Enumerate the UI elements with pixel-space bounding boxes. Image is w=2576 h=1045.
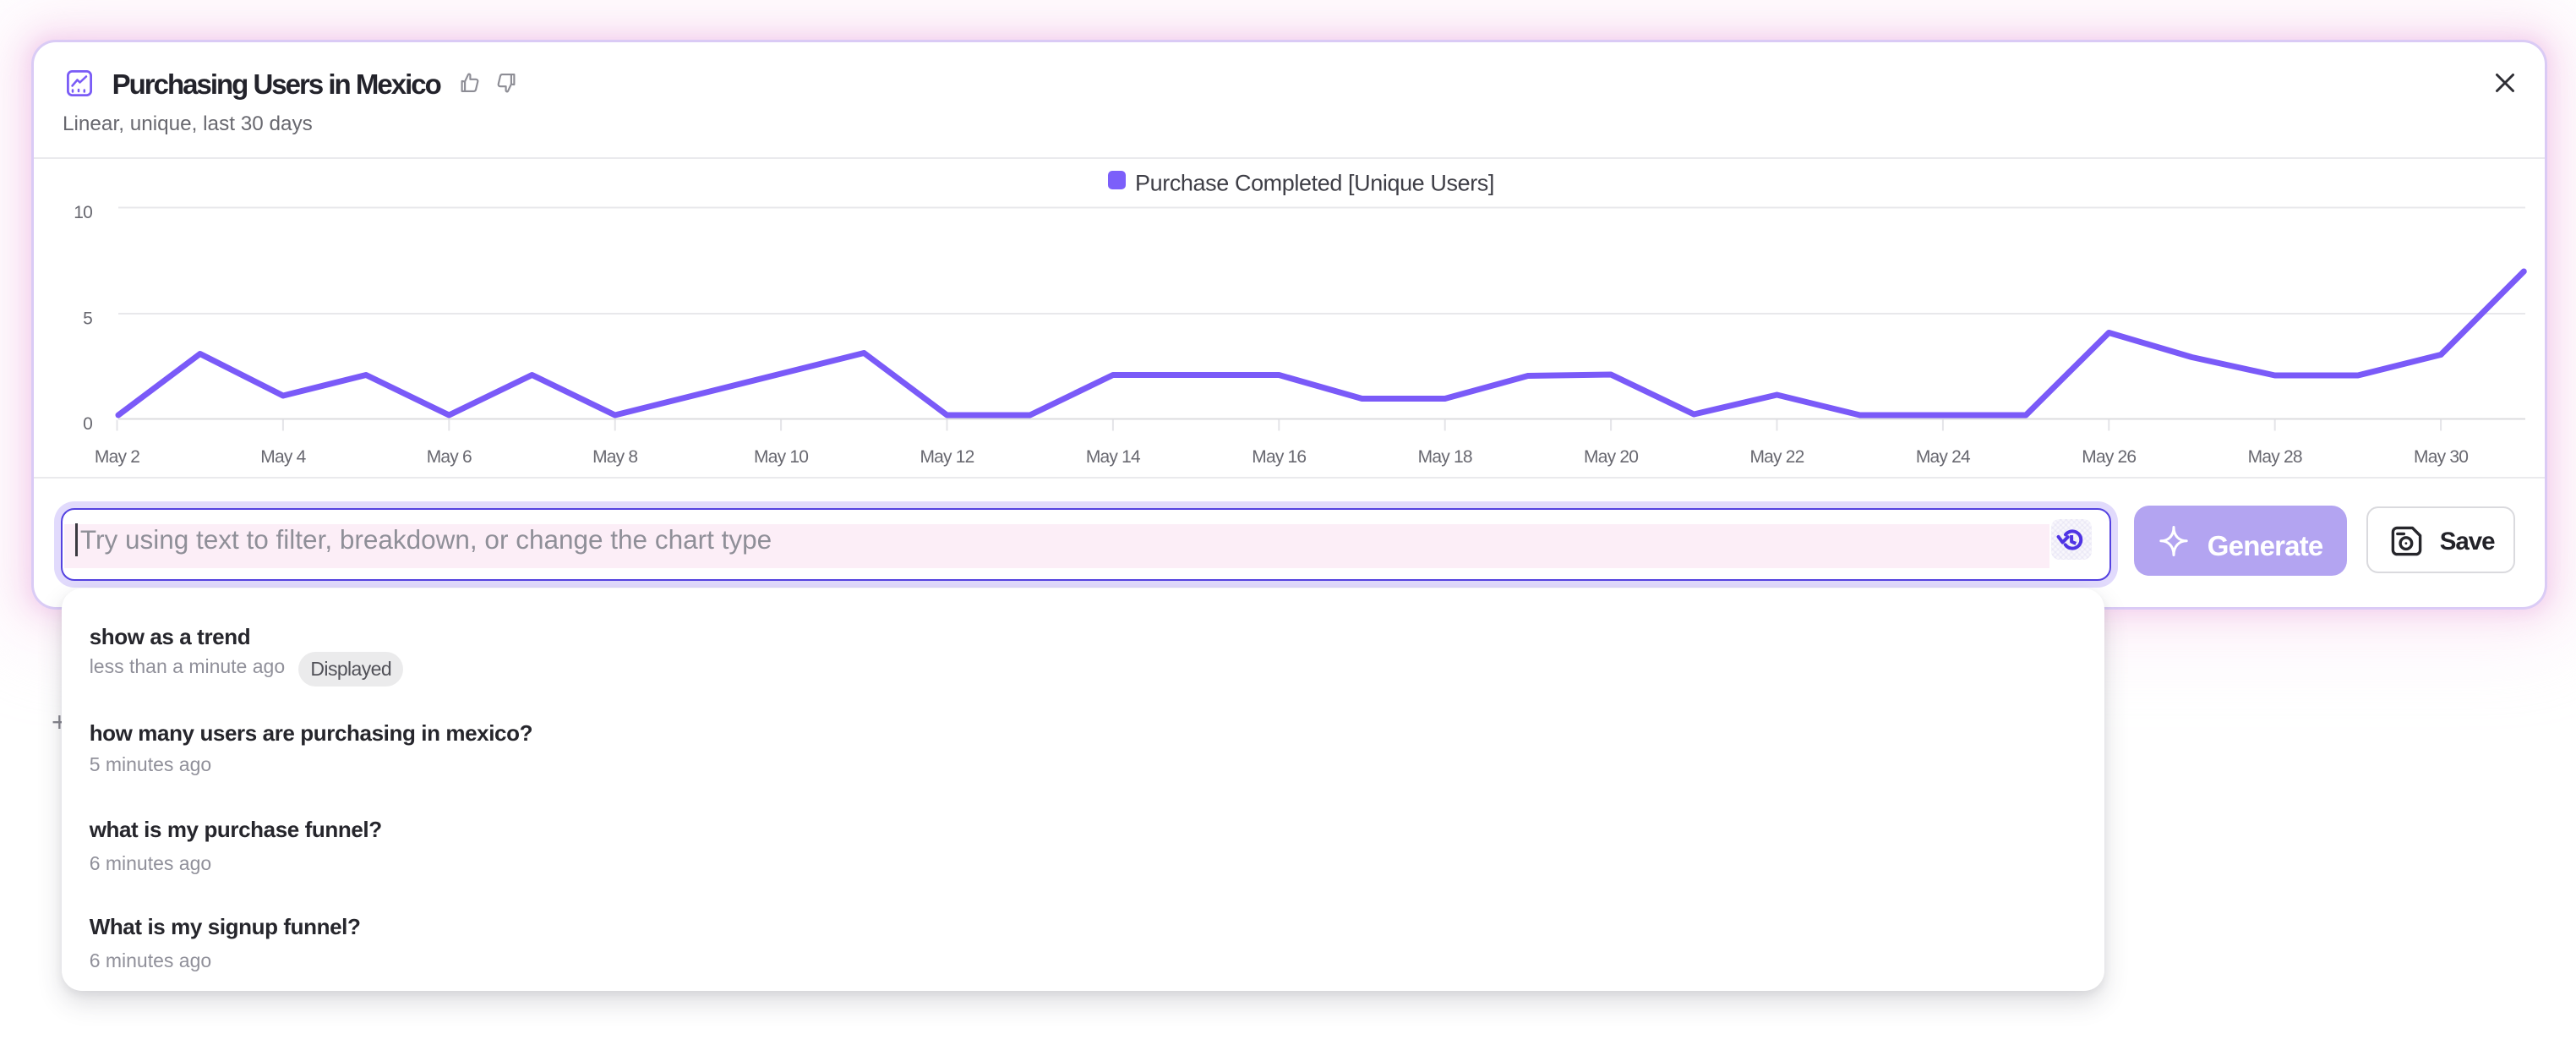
svg-text:May 20: May 20	[1584, 447, 1638, 467]
svg-text:May 24: May 24	[1916, 447, 1971, 467]
svg-text:May 2: May 2	[95, 447, 139, 467]
svg-text:0: 0	[83, 414, 92, 434]
svg-text:May 6: May 6	[427, 447, 472, 467]
svg-text:May 14: May 14	[1086, 447, 1141, 467]
svg-text:5: 5	[83, 309, 92, 328]
svg-text:May 8: May 8	[592, 447, 637, 467]
svg-text:May 28: May 28	[2248, 447, 2302, 467]
svg-text:May 10: May 10	[754, 447, 808, 467]
svg-text:May 4: May 4	[260, 447, 306, 467]
svg-text:May 16: May 16	[1252, 447, 1306, 467]
svg-text:May 12: May 12	[920, 447, 974, 467]
svg-text:Purchase Completed [Unique Use: Purchase Completed [Unique Users]	[1135, 170, 1494, 195]
svg-text:May 18: May 18	[1418, 447, 1472, 467]
svg-text:May 22: May 22	[1749, 447, 1804, 467]
svg-text:May 30: May 30	[2414, 447, 2468, 467]
svg-text:May 26: May 26	[2082, 447, 2136, 467]
svg-text:10: 10	[74, 203, 92, 222]
